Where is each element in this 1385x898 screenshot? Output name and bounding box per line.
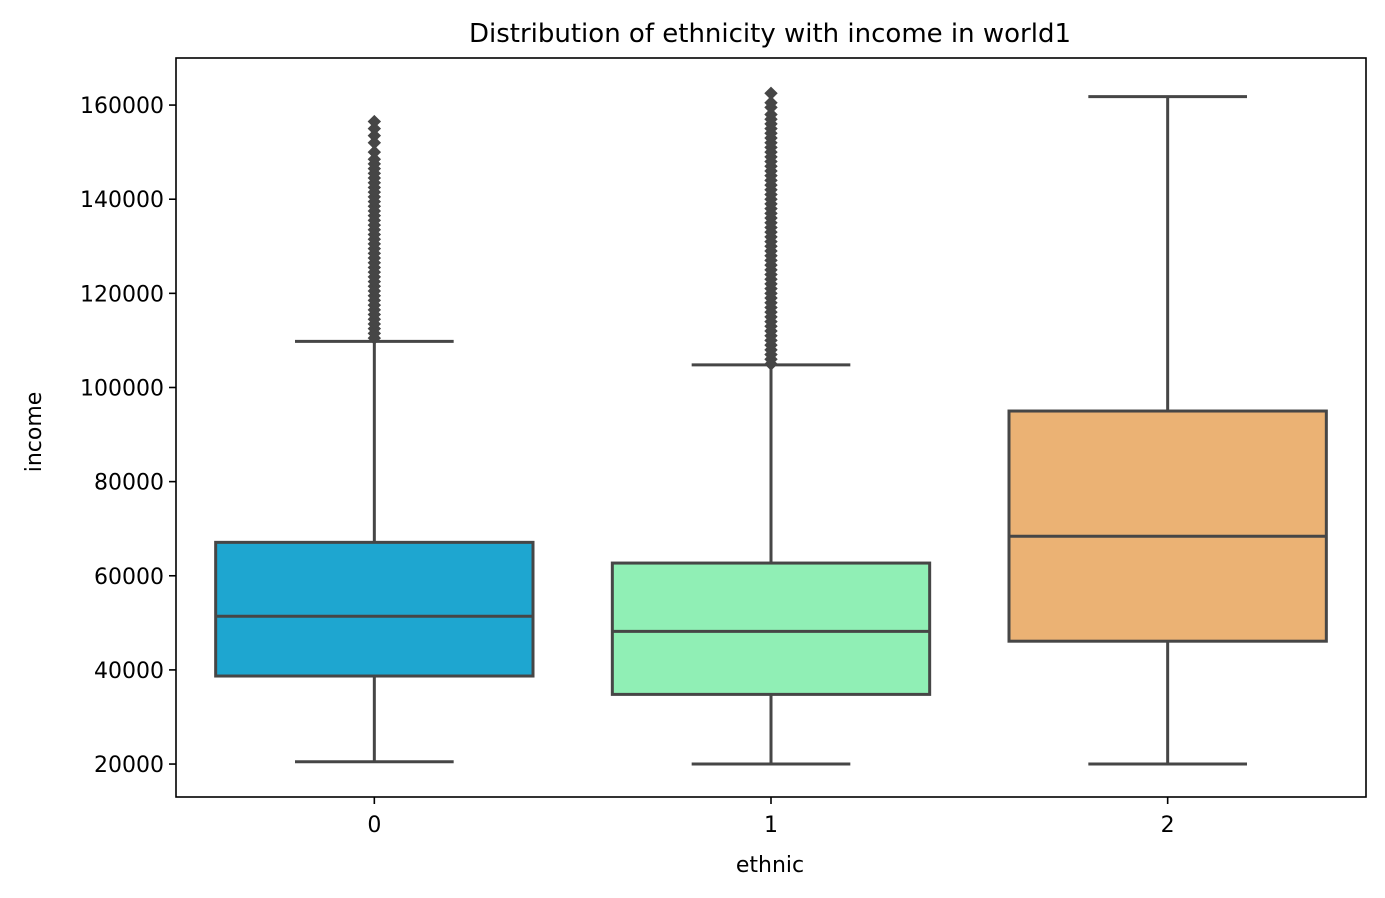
y-tick-label: 100000 [80,376,164,401]
y-tick-label: 20000 [94,753,164,778]
box-1-outlier [764,107,778,122]
box-0-iqr-rect [214,540,535,678]
y-tick-label: 60000 [94,565,164,590]
box-0-outlier [367,114,382,129]
y-tick-label: 140000 [80,188,164,213]
x-tick-label: 0 [367,813,381,838]
x-tick-label: 2 [1161,813,1175,838]
y-tick-label: 80000 [94,471,164,496]
box-0-outlier [367,145,382,159]
chart-title: Distribution of ethnicity with income in… [469,19,1071,49]
box-0-outlier [367,121,382,136]
y-axis-label: income [22,392,47,473]
box-1-outlier [764,86,778,101]
box-1-outlier [764,96,778,110]
x-axis-label: ethnic [736,853,804,878]
y-tick-label: 120000 [80,282,164,307]
x-tick-label: 1 [764,813,778,838]
box-0-outlier [367,128,382,143]
y-tick-label: 40000 [94,659,164,684]
plot-area: 20000 40000 60000 80000 100000 120000 140000 16… [80,57,1367,838]
box-0-outlier [367,136,382,150]
box-1-iqr-rect [610,561,932,696]
box-0-outlier [367,152,382,166]
y-tick-label: 160000 [80,94,164,119]
box-2-iqr-rect [1007,409,1328,643]
